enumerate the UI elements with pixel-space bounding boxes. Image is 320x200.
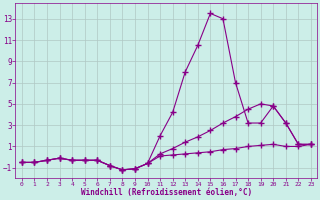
X-axis label: Windchill (Refroidissement éolien,°C): Windchill (Refroidissement éolien,°C) <box>81 188 252 197</box>
